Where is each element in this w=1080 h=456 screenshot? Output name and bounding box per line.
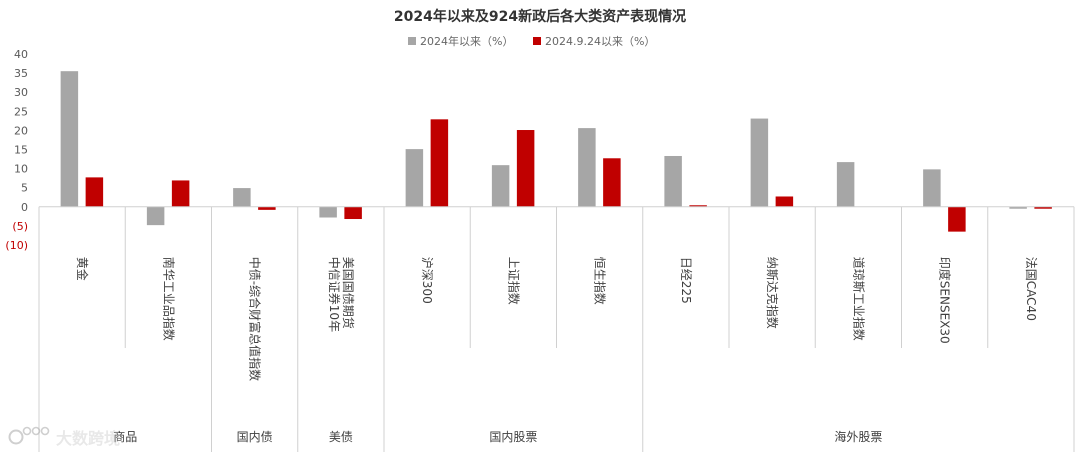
bar-series-2 — [603, 158, 621, 207]
bar-series-2 — [516, 130, 535, 207]
y-tick-label: (5) — [12, 220, 28, 233]
bar-series-2 — [1034, 206, 1052, 209]
bar-series-1 — [405, 149, 424, 207]
bar-series-2 — [344, 206, 362, 220]
x-tick-label: 印度SENSEX30 — [938, 257, 953, 344]
bar-series-1 — [578, 128, 596, 207]
bar-series-1 — [146, 206, 165, 226]
bar-series-2 — [775, 196, 794, 207]
x-tick-label: 南华工业品指数 — [161, 257, 176, 341]
bar-series-2 — [85, 177, 104, 207]
legend-label-series-2: 2024.9.24以来（%） — [545, 35, 655, 48]
x-tick-label: 黄金 — [75, 257, 90, 281]
x-tick-label: 中信证券10年 — [327, 257, 342, 332]
bar-series-2 — [689, 205, 707, 207]
x-tick-label: 恒生指数 — [593, 257, 608, 305]
group-label: 国内股票 — [489, 430, 537, 444]
x-tick-label: 日经225 — [679, 257, 693, 304]
bar-series-1 — [923, 169, 941, 207]
y-tick-label: 10 — [14, 163, 28, 176]
bar-series-1 — [60, 71, 79, 207]
y-tick-label: 30 — [14, 86, 28, 99]
x-tick-label: 中债-综合财富总值指数 — [248, 257, 263, 381]
y-tick-label: (10) — [5, 239, 28, 252]
bar-series-2 — [258, 206, 276, 210]
chart-title: 2024年以来及924新政后各大类资产表现情况 — [394, 8, 686, 25]
x-tick-label: 道琼斯工业指数 — [851, 257, 866, 341]
y-tick-label: 25 — [14, 105, 28, 118]
y-axis: (10) (5) 0 5 10 15 20 25 30 35 40 — [5, 48, 28, 252]
bar-series-1 — [664, 155, 682, 207]
watermark-text: 大数跨境 — [56, 429, 120, 448]
x-tick-label: 沪深300 — [420, 257, 434, 304]
bar-series-1 — [750, 118, 769, 207]
x-tick-label: 上证指数 — [506, 257, 521, 305]
x-tick-label: 纳斯达克指数 — [765, 257, 780, 329]
legend-swatch-series-1 — [408, 37, 416, 45]
y-tick-label: 15 — [14, 144, 28, 157]
y-tick-label: 35 — [14, 67, 28, 80]
y-tick-label: 5 — [21, 182, 28, 195]
bar-series-2 — [430, 119, 449, 207]
bar-series-2 — [948, 206, 966, 232]
bar-series-2 — [171, 180, 190, 207]
group-label: 海外股票 — [834, 429, 882, 444]
x-axis: 黄金 南华工业品指数 中债-综合财富总值指数 中信证券10年 美国国债期货 沪深300 上证… — [38, 206, 1075, 452]
legend-label-series-1: 2024年以来（%） — [420, 34, 513, 48]
bars — [60, 71, 1052, 232]
x-tick-label: 美国国债期货 — [341, 257, 356, 329]
bar-series-1 — [233, 188, 251, 207]
x-tick-label: 法国CAC40 — [1024, 257, 1038, 321]
legend: 2024年以来（%） 2024.9.24以来（%） — [408, 34, 655, 48]
bar-series-1 — [836, 162, 855, 207]
group-label: 国内债 — [237, 430, 273, 444]
watermark: 大数跨境 — [8, 426, 120, 448]
y-tick-label: 20 — [14, 124, 28, 137]
group-label: 商品 — [113, 429, 137, 444]
y-tick-label: 0 — [21, 201, 28, 214]
bar-series-1 — [319, 206, 337, 218]
group-label: 美债 — [329, 430, 353, 444]
bar-series-1 — [1009, 206, 1027, 209]
logo-icon — [8, 426, 50, 445]
y-tick-label: 40 — [14, 48, 28, 61]
bar-series-1 — [491, 165, 510, 207]
legend-swatch-series-2 — [533, 37, 541, 45]
